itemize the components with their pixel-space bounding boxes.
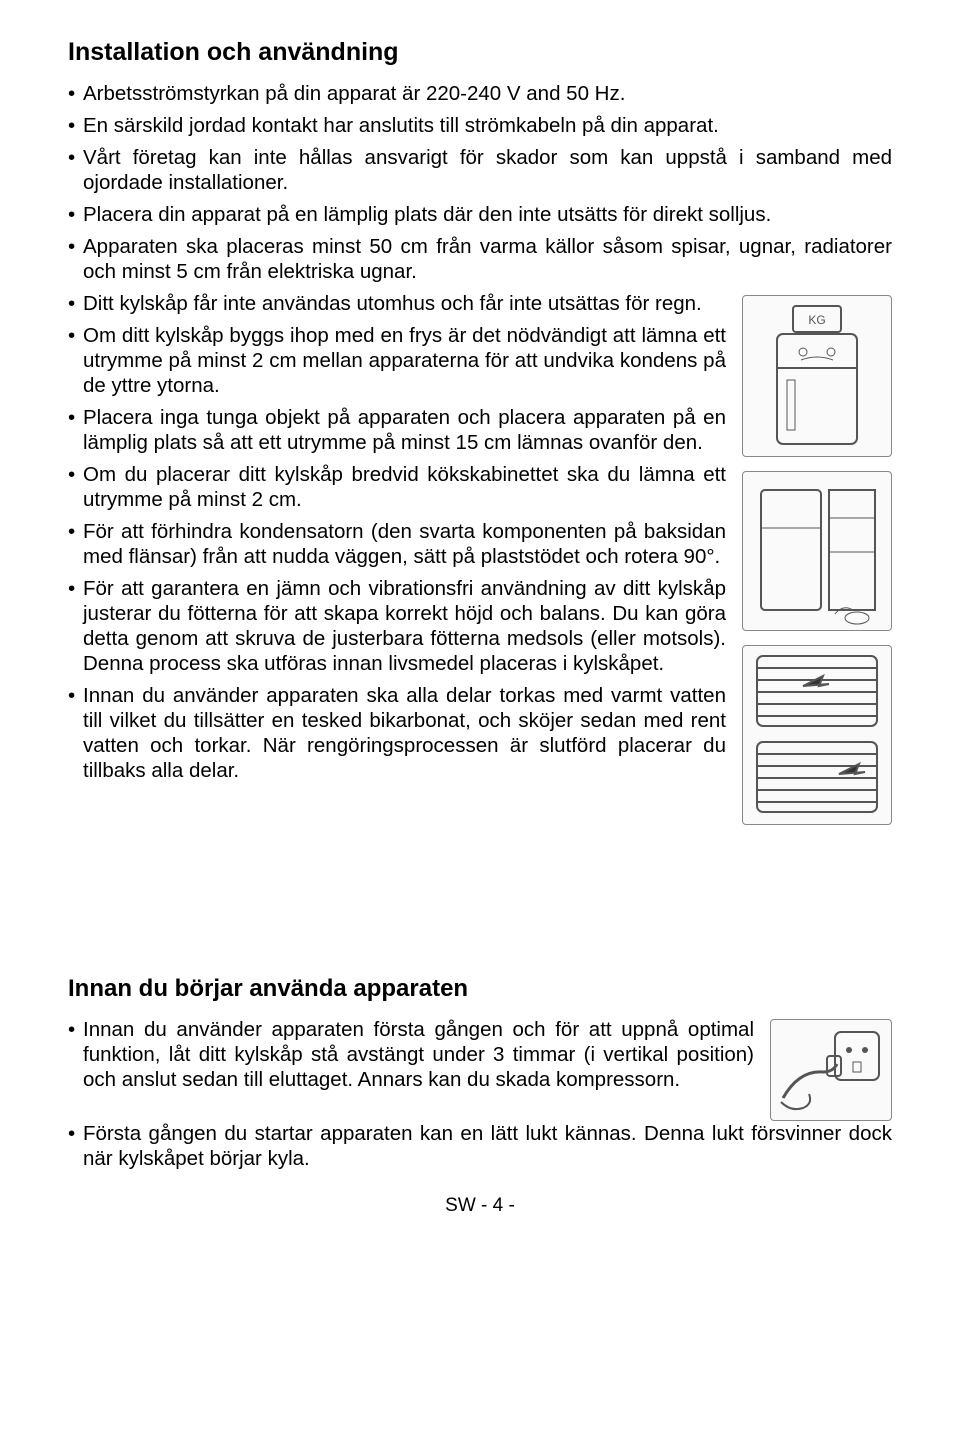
section2-title: Innan du börjar använda apparaten [68,975,892,1003]
list-item: Ditt kylskåp får inte användas utomhus o… [68,291,726,316]
section1-wrapped-bullets: Ditt kylskåp får inte användas utomhus o… [68,291,726,783]
list-item: Placera din apparat på en lämplig plats … [68,202,892,227]
condenser-coil-icon [742,645,892,825]
section2-illustrations [770,1017,892,1121]
list-item: Innan du använder apparaten första gånge… [68,1017,754,1092]
list-item: Arbetsströmstyrkan på din apparat är 220… [68,81,892,106]
list-item: Första gången du startar apparaten kan e… [68,1121,892,1171]
list-item: Om ditt kylskåp byggs ihop med en frys ä… [68,323,726,398]
list-item: Om du placerar ditt kylskåp bredvid köks… [68,462,726,512]
list-item: Placera inga tunga objekt på apparaten o… [68,405,726,455]
fridge-weight-cartoon-icon: KG [742,295,892,457]
list-item: Vårt företag kan inte hållas ansvarigt f… [68,145,892,195]
list-item: För att förhindra kondensatorn (den svar… [68,519,726,569]
section1-title: Installation och användning [68,38,892,67]
list-item: Innan du använder apparaten ska alla del… [68,683,726,783]
list-item: Apparaten ska placeras minst 50 cm från … [68,234,892,284]
section2-wrapped-bullets: Innan du använder apparaten första gånge… [68,1017,754,1092]
svg-text:KG: KG [808,313,825,327]
plug-socket-icon [770,1019,892,1121]
list-item: En särskild jordad kontakt har anslutits… [68,113,892,138]
section1-illustrations: KG [742,291,892,825]
section1-full-width-bullets: Arbetsströmstyrkan på din apparat är 220… [68,81,892,284]
list-item: För att garantera en jämn och vibrations… [68,576,726,676]
section2-full-width-bullets: Första gången du startar apparaten kan e… [68,1121,892,1171]
page-footer: SW - 4 - [68,1195,892,1217]
fridge-beside-cabinet-icon [742,471,892,631]
